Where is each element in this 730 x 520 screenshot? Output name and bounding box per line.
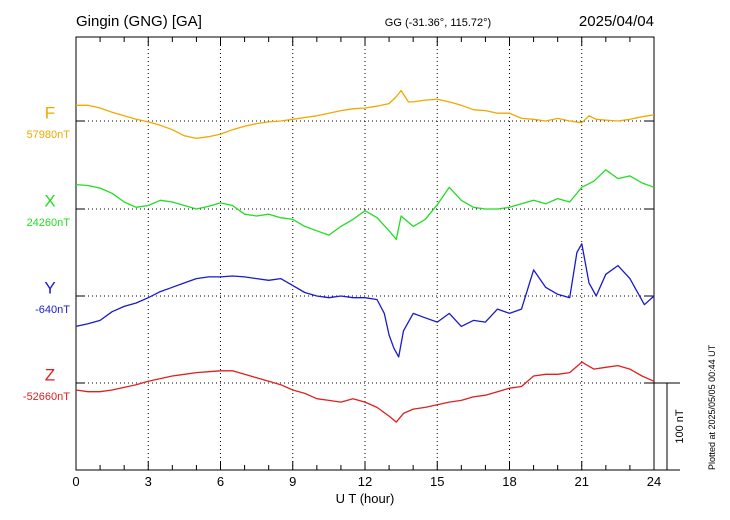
x-tick-label: 12: [358, 474, 372, 489]
series-y-name: Y: [44, 278, 55, 297]
x-tick-label: 21: [575, 474, 589, 489]
axis-ticks: 0 3 6 9 12 15 18 21 24: [72, 37, 661, 489]
x-tick-label: 0: [72, 474, 79, 489]
series-lines: [75, 89, 655, 423]
station-title: Gingin (GNG) [GA]: [76, 13, 202, 30]
series-f-baseline: 57980nT: [27, 129, 71, 141]
series-y-baseline: -640nT: [35, 304, 70, 316]
series-x-baseline: 24260nT: [27, 217, 71, 229]
plotted-timestamp: Plotted at 2025/05/05 00:44 UT: [707, 344, 717, 470]
series-z-baseline: -52660nT: [23, 391, 70, 403]
series-f-line: [76, 89, 655, 140]
series-z-name: Z: [45, 365, 55, 384]
series-z-line: [75, 361, 655, 423]
scale-bar: 100 nT: [654, 382, 686, 471]
x-tick-label: 6: [217, 474, 224, 489]
x-tick-label: 24: [647, 474, 661, 489]
series-labels: F 57980nT X 24260nT Y -640nT Z -52660nT: [23, 103, 70, 403]
series-x-name: X: [44, 191, 55, 210]
x-axis-label: U T (hour): [336, 491, 395, 506]
x-tick-label: 9: [289, 474, 296, 489]
x-tick-label: 15: [430, 474, 444, 489]
series-y-line: [75, 243, 655, 358]
plot-date: 2025/04/04: [579, 13, 654, 30]
series-x-line: [75, 169, 655, 241]
x-tick-label: 18: [502, 474, 516, 489]
x-tick-label: 3: [145, 474, 152, 489]
station-coordinates: GG (-31.36°, 115.72°): [385, 17, 491, 29]
scale-bar-label: 100 nT: [674, 409, 686, 444]
series-f-name: F: [45, 103, 55, 122]
grid-lines: [76, 37, 654, 470]
